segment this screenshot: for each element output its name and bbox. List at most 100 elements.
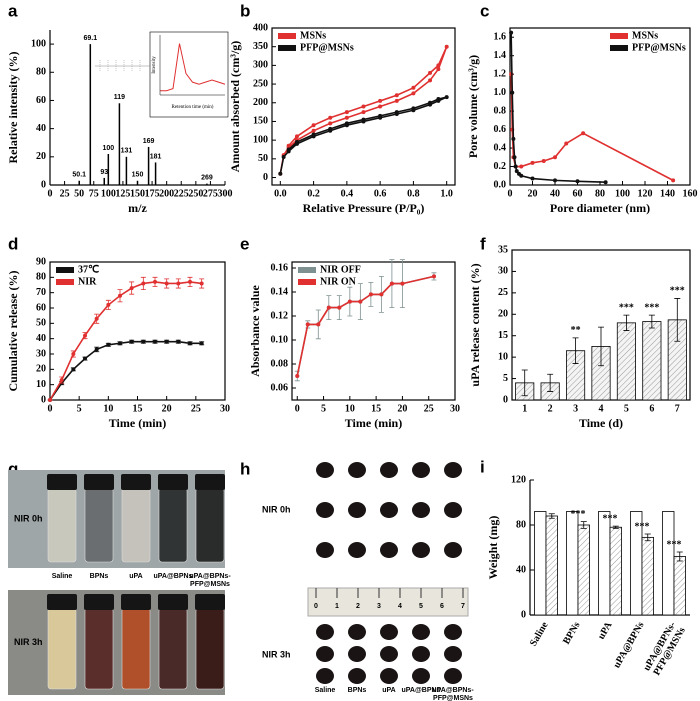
x-tick-label: 0.4 [341, 188, 354, 199]
marker [378, 98, 383, 103]
peak-label: 181 [150, 153, 162, 160]
marker [378, 113, 383, 118]
significance-label: *** [635, 521, 650, 532]
peak-label: 131 [121, 148, 133, 155]
tissue [444, 624, 462, 640]
vial [158, 487, 188, 563]
y-tick-label: 90 [36, 256, 46, 267]
marker [328, 121, 333, 126]
y-tick-label: 100 [31, 38, 46, 49]
tissue [380, 646, 398, 662]
y-tick-label: 1.4 [494, 50, 507, 61]
x-tick-label: 100 [101, 188, 116, 199]
tissue [316, 542, 334, 558]
y-tick-label: 0.8 [494, 105, 507, 116]
marker [337, 305, 342, 310]
marker [344, 121, 349, 126]
x-tick-label: 25 [424, 403, 434, 414]
ruler-number: 4 [398, 603, 402, 610]
inset-x-label: Retention time (min) [172, 105, 214, 110]
x-tick-label: 0.8 [407, 188, 420, 199]
marker [428, 70, 433, 75]
significance-label: ** [571, 325, 581, 336]
y-tick-label: 80 [36, 67, 46, 78]
vial-cap [121, 474, 151, 490]
tissue [444, 542, 462, 558]
vial-cap [84, 474, 114, 490]
vial [121, 487, 151, 563]
vial [195, 487, 225, 563]
x-axis-label: Relative Pressure (P/P₀) [303, 201, 425, 215]
marker [400, 281, 405, 286]
error-bar [644, 533, 651, 542]
y-axis-label: Cumulative release (%) [6, 270, 20, 391]
significance-label: *** [670, 286, 685, 297]
y-tick-label: 0.16 [271, 262, 289, 273]
photo [8, 590, 225, 695]
tissue [316, 462, 334, 478]
row-label: NIR 0h [14, 513, 43, 523]
x-tick-label: 15 [133, 403, 143, 414]
y-tick-label: 35 [498, 244, 508, 255]
x-tick-label: 50 [74, 188, 84, 199]
legend-label: 37℃ [78, 264, 99, 275]
marker [118, 293, 122, 298]
marker [129, 339, 134, 344]
x-tick-label: 150 [130, 188, 145, 199]
ruler-number: 5 [419, 603, 423, 610]
panel-label: g [8, 459, 18, 478]
sample-label: BPNs [348, 687, 367, 694]
y-axis-label: Weight (mg) [486, 516, 500, 580]
marker [278, 171, 283, 176]
marker [564, 141, 569, 146]
x-tick-label: 5 [624, 403, 629, 414]
y-tick-label: 80 [36, 272, 46, 283]
x-tick-label: 4 [599, 403, 604, 414]
marker [106, 302, 111, 307]
error-bar [547, 373, 554, 392]
y-tick-label: 10 [36, 379, 46, 390]
legend-label: MSNs [632, 30, 658, 41]
peak-label: 169 [143, 138, 155, 145]
ruler [307, 587, 469, 617]
x-tick-label: 75 [89, 188, 99, 199]
marker [368, 292, 373, 297]
marker [141, 281, 146, 286]
y-tick-label: 40 [36, 333, 46, 344]
marker [411, 106, 416, 111]
marker [530, 160, 535, 165]
y-tick-label: 25 [498, 287, 508, 298]
marker [94, 347, 99, 352]
marker [48, 398, 52, 402]
marker [311, 132, 316, 137]
ruler-number: 0 [314, 603, 318, 610]
y-tick-label: 20 [36, 151, 46, 162]
x-tick-label: uPA@BPNs-PFP@MSNs [642, 620, 688, 678]
marker [199, 281, 204, 286]
marker [519, 164, 524, 169]
x-tick-label: 80 [595, 188, 605, 199]
photo-panel: h 0 1 2 3 4 5 6 7 NIR 0h NIR 3h Saline BPNs uPA uPA@BP… [240, 459, 474, 701]
error-bar [676, 551, 683, 562]
bar [616, 322, 636, 401]
tissue [380, 502, 398, 518]
y-tick-label: 0 [263, 172, 268, 183]
y-tick-label: 1.0 [494, 87, 507, 98]
marker [428, 100, 433, 105]
legend-swatch [56, 279, 74, 285]
row-label: NIR 0h [262, 504, 291, 514]
panel-label: a [8, 1, 18, 20]
y-tick-label: 0.14 [271, 286, 289, 297]
x-tick-label: 0.6 [374, 188, 387, 199]
y-tick-label: 20 [36, 364, 46, 375]
plot-frame [291, 261, 456, 401]
photo-panel: g NIR 0h NIR 3h Saline BPNs uPA uPA@BPNsuPA@BP… [8, 459, 231, 695]
y-axis-label: Absorbance value [248, 284, 262, 376]
vial-cap [195, 474, 225, 490]
bar [577, 524, 590, 616]
legend-label: NIR OFF [320, 264, 361, 275]
marker [511, 136, 516, 141]
tissue [348, 462, 366, 478]
tissue [316, 502, 334, 518]
x-tick-label: 30 [220, 403, 230, 414]
